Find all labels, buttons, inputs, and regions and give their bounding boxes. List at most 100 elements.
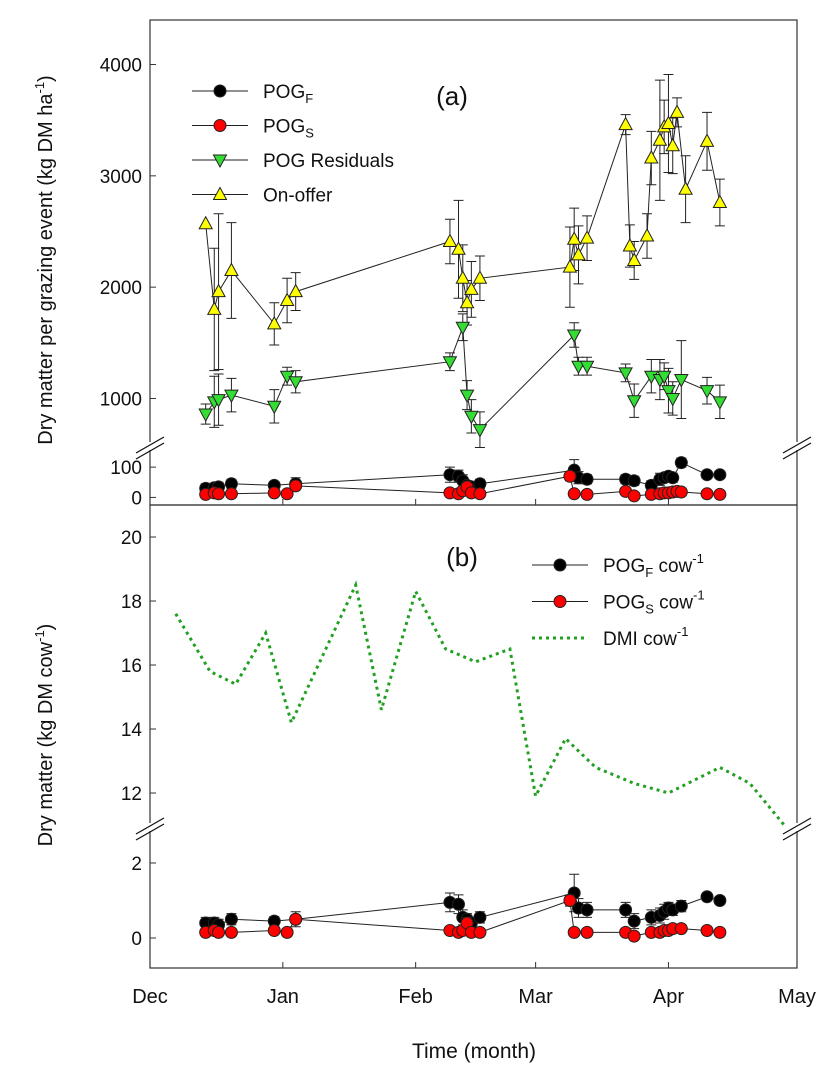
panel-a-legend-marker-pogs [213, 119, 227, 132]
panel-b-series-pogs-point-25 [713, 925, 727, 939]
panel-a-series-resid-line [205, 327, 721, 431]
panel-a-ytick-label-upper-3: 4000 [100, 56, 142, 77]
panel-a-series-offer-point-25 [665, 137, 681, 152]
axis-break-mark2-a-1 [782, 442, 812, 460]
panel-a-series-pogs-point-6 [289, 479, 303, 493]
x-axis-label: Time (month) [412, 1040, 536, 1063]
panel-a-series-pogs-point-17 [627, 489, 641, 503]
panel-b-legend-text-pogf: POGF cow-1 [603, 551, 704, 580]
panel-a-series-offer-point-14 [566, 231, 582, 245]
panel-a-series-pogs-point-12 [473, 487, 487, 501]
panel-b-legend-text-dmi: DMI cow-1 [603, 624, 688, 650]
panel-a-series-offer-point-17 [618, 116, 633, 131]
panel-a-legend-marker-resid [212, 154, 228, 169]
panel-a-ylabel-sup: -1 [32, 82, 47, 94]
panel-b-series-pogf-point-23 [700, 890, 714, 904]
panel-b-series-pogf-point-7 [452, 897, 466, 911]
panel-a-series-resid-point-0 [198, 408, 214, 423]
panel-a-series-pogs-point-2 [212, 487, 226, 501]
panel-a-frame [149, 19, 798, 506]
panel-a-series-pogs-point-5 [280, 487, 294, 501]
panel-a-legend-sub-pogs: S [305, 126, 314, 141]
panel-a-series-resid-point-20 [661, 385, 676, 399]
panel-b-series-pogs-point-4 [267, 924, 281, 937]
panel-b-series-pogf-point-3 [224, 912, 238, 926]
panel-a-series-resid-point-24 [712, 396, 728, 410]
panel-a-series-offer-point-9 [455, 270, 471, 284]
panel-b-ytick-label-lower-1: 2 [131, 854, 142, 875]
panel-a-legend-marker-offer [212, 186, 228, 200]
axis-break-mark2-a-0 [135, 442, 165, 460]
xtick-label-1: Jan [267, 986, 299, 1008]
panel-a-ytick-label-lower-0: 0 [131, 488, 142, 509]
panel-a-series-resid-point-12 [566, 329, 582, 344]
panel-a-series-offer-point-26 [669, 104, 685, 118]
panel-a-series-offer [198, 74, 728, 372]
panel-a-series-resid [198, 313, 728, 448]
panel-b-label: (b) [446, 542, 478, 572]
panel-a-legend-sub-pogf: F [305, 91, 313, 106]
panel-b-series-pogs-point-6 [289, 912, 303, 926]
panel-b-legend-sup-pogf: -1 [692, 551, 704, 566]
panel-b-legend-sub-pogs: S [645, 602, 654, 617]
axis-break-mark-b-0 [135, 817, 165, 835]
panel-a-series-offer-point-15 [571, 246, 586, 261]
axis-break-mark2-b-1 [782, 823, 812, 841]
panel-a-series-offer-point-2 [211, 283, 226, 298]
panel-a-series-offer-point-5 [279, 292, 295, 307]
panel-b-series-pogs-point-17 [627, 929, 641, 943]
panel-a-series-pogs-point-25 [700, 487, 714, 501]
panel-a-ytick-label-upper-0: 1000 [100, 389, 142, 410]
panel-a-series-resid-point-15 [618, 367, 633, 381]
panel-a-series-pogf-point-21 [666, 471, 680, 485]
panel-a-series-offer-point-16 [579, 230, 595, 244]
panel-a-series-pogs-point-26 [713, 487, 727, 501]
panel-a-series-offer-point-28 [699, 133, 715, 147]
panel-b-series-pogf-point-11 [473, 910, 487, 924]
panel-a-legend-item-pogs: POGS [192, 117, 314, 141]
xtick-label-0: Dec [132, 986, 168, 1008]
panel-a-legend-text-offer: On-offer [263, 186, 333, 207]
panel-a-series-pogf-point-16 [627, 474, 641, 488]
panel-b-legend-suffix-pogf: cow [653, 556, 692, 577]
panel-b-ytick-label-upper-3: 18 [121, 592, 142, 613]
panel-a-series-pogf-point-24 [713, 468, 727, 482]
panel-b-legend-item-pogs: POGS cow-1 [532, 588, 705, 617]
panel-a-series-offer-point-8 [451, 241, 466, 255]
panel-a-legend-item-offer: On-offer [192, 186, 333, 207]
panel-b-legend-text-pogs: POGS cow-1 [603, 588, 705, 617]
panel-b-ylabel-sup: -1 [32, 630, 47, 642]
panel-b-series-pogs-point-13 [563, 894, 577, 907]
panel-a-series-offer-point-0 [198, 215, 214, 230]
panel-b-legend-marker-pogs [553, 595, 567, 608]
panel-a-series-resid-point-7 [442, 356, 458, 370]
panel-a-series-offer-point-4 [266, 315, 282, 330]
panel-a-legend-text-pogf: POGF [263, 82, 313, 106]
panel-a-series-resid-point-9 [459, 389, 475, 404]
panel-b-series-pogf-point-24 [713, 894, 727, 907]
panel-a-series-offer-point-22 [652, 132, 668, 146]
panel-a-series-resid-point-8 [455, 321, 471, 336]
panel-b-series-pogs-point-23 [674, 922, 688, 936]
panel-a-series-resid-point-3 [224, 389, 239, 404]
panel-a-series-pogs-point-4 [267, 486, 281, 500]
panel-a-series-offer-point-13 [562, 259, 578, 273]
panel-b-legend-sub-pogf: F [645, 565, 653, 580]
panel-b-series-pogs-point-12 [473, 925, 487, 939]
panel-b-series-pogf-point-14 [580, 903, 594, 917]
panel-a-series-offer-point-19 [626, 252, 642, 266]
axis-break-mark2-b-0 [135, 823, 165, 841]
panel-b-legend-marker-pogf [553, 558, 567, 572]
panel-b-ytick-label-lower-0: 0 [131, 929, 142, 950]
panel-a-series-pogf-point-14 [580, 472, 594, 486]
panel-a-series-resid-point-6 [288, 376, 304, 390]
axis-break-gap-a-1 [783, 442, 811, 450]
panel-b-legend-suffix-pogs: cow [654, 593, 693, 614]
panel-a-series-offer-point-1 [206, 301, 222, 315]
panel-a-legend-text-pogs: POGS [263, 117, 314, 141]
panel-a-series-resid-point-23 [699, 385, 715, 399]
panel-b-series-pogs-point-5 [280, 925, 294, 939]
panel-b-series-pogs-point-2 [212, 925, 226, 939]
panel-a-ylabel-close: ) [35, 75, 57, 82]
panel-b-series-pogs-point-15 [580, 925, 594, 939]
